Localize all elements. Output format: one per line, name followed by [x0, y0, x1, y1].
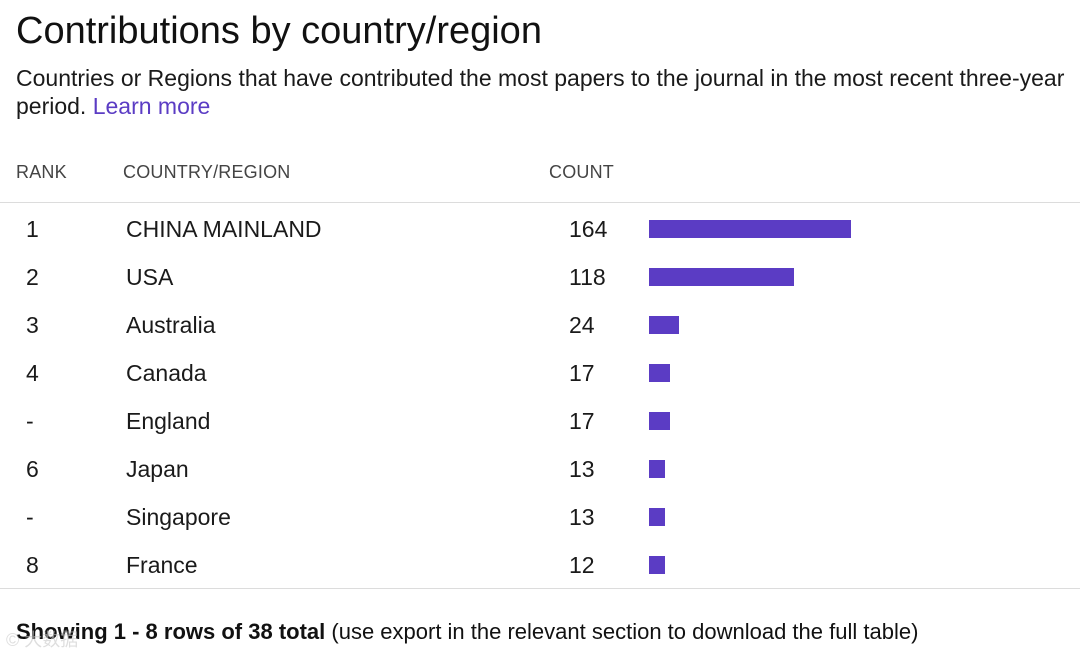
row-country: Australia	[126, 312, 216, 338]
row-rank: -	[26, 408, 34, 434]
table-row: 2 USA 118	[0, 253, 1080, 301]
watermark: © 大数据	[6, 630, 79, 650]
row-count-bar	[649, 460, 665, 478]
column-header-rank: RANK	[16, 162, 67, 182]
table-divider-bottom	[0, 588, 1080, 589]
subtitle-text: Countries or Regions that have contribut…	[16, 65, 1065, 119]
page-title: Contributions by country/region	[16, 10, 542, 52]
row-count-bar	[649, 220, 851, 238]
row-count: 164	[569, 216, 608, 242]
row-rank: 2	[26, 264, 39, 290]
row-count-bar	[649, 412, 670, 430]
row-rank: 1	[26, 216, 39, 242]
row-rank: 4	[26, 360, 39, 386]
row-country: France	[126, 552, 198, 578]
table-row: 6 Japan 13	[0, 445, 1080, 493]
row-count: 13	[569, 456, 595, 482]
row-count-bar	[649, 556, 665, 574]
table-row: - England 17	[0, 397, 1080, 445]
learn-more-link[interactable]: Learn more	[92, 93, 211, 119]
table-header: RANK COUNTRY/REGION COUNT	[0, 156, 1080, 190]
row-count: 17	[569, 408, 595, 434]
row-country: Singapore	[126, 504, 231, 530]
table-row: 3 Australia 24	[0, 301, 1080, 349]
table-row: 1 CHINA MAINLAND 164	[0, 205, 1080, 253]
page-subtitle: Countries or Regions that have contribut…	[16, 64, 1066, 120]
row-rank: 6	[26, 456, 39, 482]
row-rank: -	[26, 504, 34, 530]
row-country: Japan	[126, 456, 189, 482]
row-country: USA	[126, 264, 174, 290]
table-body: 1 CHINA MAINLAND 164 2 USA 118 3 Australia 24 4 Ca…	[0, 205, 1080, 589]
table-row: - Singapore 13	[0, 493, 1080, 541]
row-rank: 8	[26, 552, 39, 578]
footer-export-hint: (use export in the relevant section to d…	[325, 619, 919, 644]
footer-row-count: Showing 1 - 8 rows of 38 total	[16, 619, 326, 644]
table-footer: Showing 1 - 8 rows of 38 total (use expo…	[16, 618, 918, 646]
row-rank: 3	[26, 312, 39, 338]
row-count-bar	[649, 268, 794, 286]
row-count: 24	[569, 312, 595, 338]
row-count-bar	[649, 508, 665, 526]
row-count: 13	[569, 504, 595, 530]
column-header-country: COUNTRY/REGION	[123, 162, 291, 182]
row-count-bar	[649, 364, 670, 382]
row-count: 12	[569, 552, 595, 578]
row-country: England	[126, 408, 211, 434]
row-country: Canada	[126, 360, 207, 386]
table-row: 8 France 12	[0, 541, 1080, 589]
row-count: 118	[569, 264, 606, 290]
row-count: 17	[569, 360, 595, 386]
row-count-bar	[649, 316, 679, 334]
table-divider-top	[0, 202, 1080, 203]
table-row: 4 Canada 17	[0, 349, 1080, 397]
column-header-count: COUNT	[549, 162, 614, 182]
row-country: CHINA MAINLAND	[126, 216, 322, 242]
